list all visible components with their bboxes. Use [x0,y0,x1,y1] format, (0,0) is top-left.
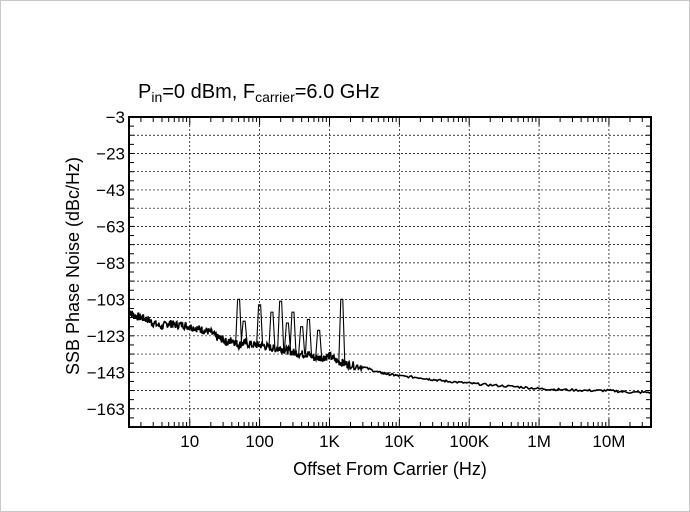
spur-marker [338,298,346,363]
y-tick-label: −43 [96,181,125,200]
spur-marker [268,311,276,349]
spur-markers [235,298,346,363]
y-tick-label: −23 [96,144,125,163]
y-axis-ticks: −3 −23 −43 −63 −83 −103 −123 −143 −163 [87,108,125,419]
x-tick-label: 100 [245,432,273,451]
spur-marker [256,304,264,345]
title-f-subscript: carrier [255,89,295,105]
y-tick-label: −103 [87,290,125,309]
spur-marker [298,326,306,355]
title-pin-rest: =0 dBm, F [162,81,255,103]
spur-marker [240,320,248,344]
y-axis-label: SSB Phase Noise (dBc/Hz) [63,157,83,375]
x-axis-label: Offset From Carrier (Hz) [293,459,487,479]
spur-marker [315,329,323,358]
y-tick-label: −163 [87,400,125,419]
x-axis-ticks: 10 100 1K 10K 100K 1M 10M [180,432,625,451]
spur-marker [277,300,285,349]
x-tick-label: 10K [384,432,415,451]
y-tick-label: −143 [87,363,125,382]
title-p-subscript: in [151,89,162,105]
x-tick-label: 10M [592,432,625,451]
phase-noise-series-line [129,310,652,395]
plot-area-border [128,116,652,428]
spur-marker [235,298,243,345]
x-tick-label: 1K [319,432,340,451]
grid-lines [129,116,652,428]
y-tick-label: −123 [87,327,125,346]
spur-marker [289,311,297,353]
spur-marker [283,322,291,351]
title-fc-rest: =6.0 GHz [295,81,380,103]
spur-marker [304,318,313,355]
y-tick-label: −63 [96,217,125,236]
y-tick-label: −83 [96,254,125,273]
x-tick-label: 10 [180,432,199,451]
y-tick-label: −3 [106,108,125,127]
title-p: P [138,81,151,103]
x-tick-label: 100K [449,432,489,451]
x-tick-label: 1M [527,432,551,451]
chart-title: Pin=0 dBm, Fcarrier=6.0 GHz [138,81,380,105]
